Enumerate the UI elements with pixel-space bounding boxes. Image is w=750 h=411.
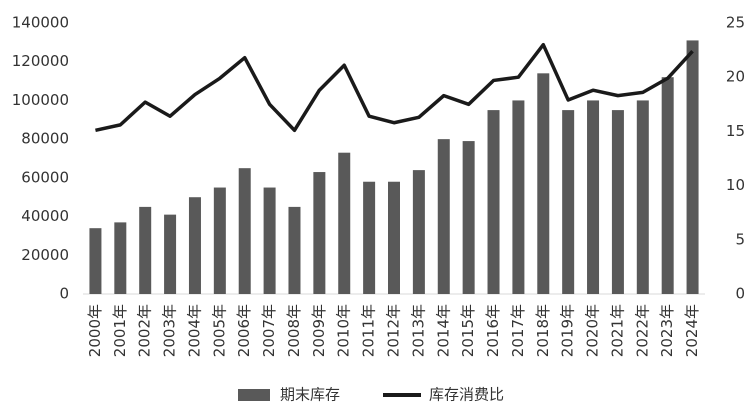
x-tick-label: 2022年 — [633, 304, 651, 357]
x-tick-label: 2020年 — [584, 304, 602, 357]
bar — [164, 214, 177, 294]
x-tick-label: 2001年 — [111, 304, 129, 357]
x-tick-label: 2024年 — [683, 304, 701, 357]
x-tick-label: 2011年 — [360, 304, 378, 357]
x-tick-label: 2023年 — [658, 304, 676, 357]
y-tick-label: 20000 — [21, 246, 69, 264]
bar — [139, 206, 152, 294]
bar — [512, 100, 525, 294]
x-tick-label: 2021年 — [608, 304, 626, 357]
bar — [114, 222, 127, 294]
y-tick-label: 120000 — [12, 52, 69, 70]
bar — [611, 110, 624, 294]
y2-tick-label: 20 — [726, 68, 745, 86]
legend-label: 库存消费比 — [429, 386, 504, 404]
x-tick-label: 2007年 — [260, 304, 278, 357]
x-tick-label: 2019年 — [559, 304, 577, 357]
x-tick-label: 2014年 — [434, 304, 452, 357]
bar — [313, 172, 326, 294]
x-tick-label: 2015年 — [459, 304, 477, 357]
x-tick-label: 2000年 — [86, 304, 104, 357]
bar — [412, 170, 425, 294]
bar — [661, 77, 674, 294]
x-tick-label: 2016年 — [484, 304, 502, 357]
legend-swatch — [238, 389, 270, 401]
y-tick-label: 80000 — [21, 130, 69, 148]
y-tick-label: 60000 — [21, 168, 69, 186]
bar — [338, 152, 351, 294]
y-tick-label: 40000 — [21, 207, 69, 225]
y-tick-label: 0 — [59, 285, 69, 303]
bar — [487, 110, 500, 294]
x-tick-label: 2009年 — [310, 304, 328, 357]
bar — [288, 206, 301, 294]
x-tick-label: 2002年 — [136, 304, 154, 357]
bar — [89, 228, 102, 294]
x-tick-label: 2012年 — [385, 304, 403, 357]
bar — [587, 100, 600, 294]
x-tick-label: 2003年 — [161, 304, 179, 357]
bar — [636, 100, 649, 294]
line — [95, 42, 694, 133]
x-tick-label: 2005年 — [210, 304, 228, 357]
bar — [188, 197, 201, 294]
bar — [686, 40, 699, 294]
bar — [213, 187, 226, 294]
bar — [238, 168, 251, 294]
x-tick-label: 2004年 — [185, 304, 203, 357]
legend-label: 期末库存 — [280, 386, 340, 404]
bar — [363, 181, 376, 294]
bar — [437, 139, 450, 294]
y-tick-label: 140000 — [12, 14, 69, 32]
bar — [462, 141, 475, 294]
x-tick-label: 2013年 — [409, 304, 427, 357]
y2-tick-label: 5 — [735, 230, 745, 248]
x-tick-label: 2010年 — [335, 304, 353, 357]
bar — [388, 181, 400, 294]
x-tick-label: 2008年 — [285, 304, 303, 357]
x-tick-label: 2018年 — [534, 304, 552, 357]
bar — [537, 73, 550, 294]
x-tick-label: 2006年 — [235, 304, 253, 357]
bar — [263, 187, 276, 294]
y2-tick-label: 0 — [735, 285, 745, 303]
y2-tick-label: 10 — [726, 176, 745, 194]
y-tick-label: 100000 — [12, 91, 69, 109]
x-tick-label: 2017年 — [509, 304, 527, 357]
bar — [562, 110, 575, 294]
y2-tick-label: 15 — [726, 122, 745, 140]
y2-tick-label: 25 — [726, 14, 745, 32]
